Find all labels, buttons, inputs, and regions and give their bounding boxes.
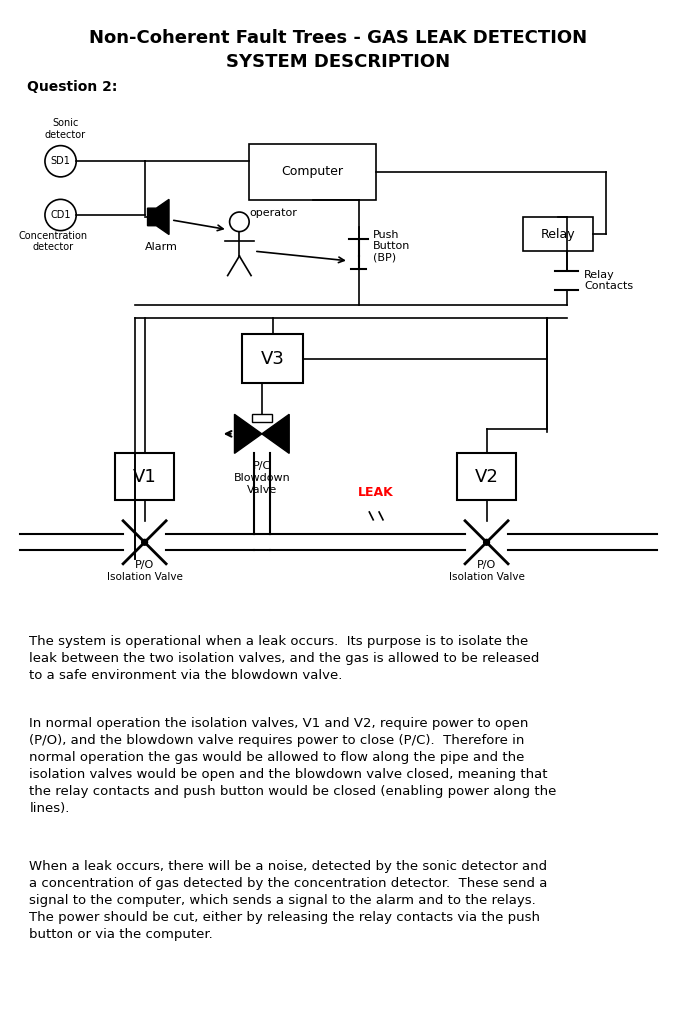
Text: SYSTEM DESCRIPTION: SYSTEM DESCRIPTION xyxy=(226,53,450,71)
Bar xyxy=(252,415,272,422)
Text: Question 2:: Question 2: xyxy=(28,80,118,94)
Text: Isolation Valve: Isolation Valve xyxy=(107,571,183,582)
Text: SD1: SD1 xyxy=(51,157,71,166)
Text: P/O: P/O xyxy=(477,560,496,570)
Text: Computer: Computer xyxy=(282,166,344,178)
Text: P/O: P/O xyxy=(135,560,154,570)
Bar xyxy=(116,454,174,501)
Bar xyxy=(249,143,376,201)
Bar xyxy=(242,334,303,383)
Circle shape xyxy=(142,540,147,545)
Text: When a leak occurs, there will be a noise, detected by the sonic detector and
a : When a leak occurs, there will be a nois… xyxy=(29,860,547,941)
Text: V2: V2 xyxy=(475,468,498,485)
Text: Alarm: Alarm xyxy=(145,243,178,252)
Polygon shape xyxy=(262,415,289,454)
Text: V3: V3 xyxy=(261,349,284,368)
Text: Relay: Relay xyxy=(540,227,575,241)
Text: Relay
Contacts: Relay Contacts xyxy=(584,269,633,291)
Circle shape xyxy=(484,540,489,545)
Text: Concentration
detector: Concentration detector xyxy=(18,230,87,252)
Polygon shape xyxy=(235,415,262,454)
Text: Non-Coherent Fault Trees - GAS LEAK DETECTION: Non-Coherent Fault Trees - GAS LEAK DETE… xyxy=(89,30,587,47)
Text: CD1: CD1 xyxy=(51,210,71,220)
Text: Sonic
detector: Sonic detector xyxy=(45,118,86,139)
Polygon shape xyxy=(147,200,169,234)
Text: The system is operational when a leak occurs.  Its purpose is to isolate the
lea: The system is operational when a leak oc… xyxy=(29,635,540,682)
Text: In normal operation the isolation valves, V1 and V2, require power to open
(P/O): In normal operation the isolation valves… xyxy=(29,717,556,815)
Text: Push
Button
(BP): Push Button (BP) xyxy=(373,229,410,263)
Text: P/C: P/C xyxy=(253,461,271,471)
Text: V1: V1 xyxy=(133,468,156,485)
Text: Isolation Valve: Isolation Valve xyxy=(448,571,525,582)
Bar xyxy=(522,217,593,251)
Bar xyxy=(457,454,516,501)
Text: Blowdown
Valve: Blowdown Valve xyxy=(233,473,290,495)
Text: operator: operator xyxy=(249,208,297,218)
Text: LEAK: LEAK xyxy=(358,486,394,499)
